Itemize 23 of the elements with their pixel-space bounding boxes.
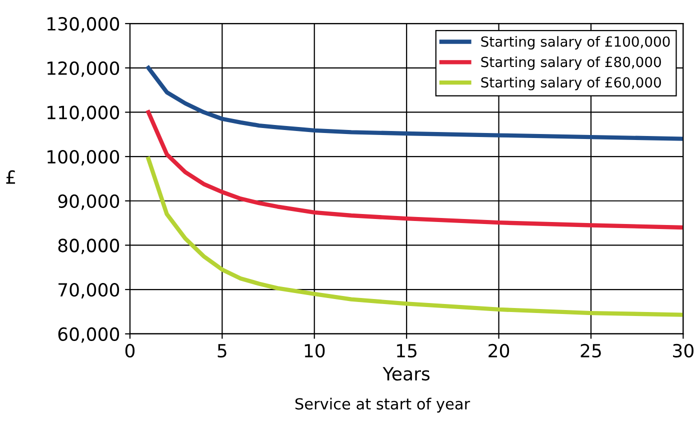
- text: Service at start of year: [295, 398, 470, 413]
- x-tick-label: 5: [218, 344, 226, 358]
- y-tick-label: 70,000: [58, 282, 120, 298]
- x-tick-label: 20: [488, 344, 510, 358]
- x-tick-label: 30: [673, 344, 694, 358]
- y-tick-label: 100,000: [48, 150, 120, 166]
- legend-label: Starting salary of £60,000: [481, 76, 661, 90]
- y-tick-label: 120,000: [48, 61, 120, 77]
- y-axis-title: £: [6, 170, 15, 184]
- y-tick-label: 80,000: [58, 238, 120, 254]
- x-tick-label: 25: [580, 344, 601, 358]
- x-tick-label: 15: [397, 344, 416, 358]
- x-tick-label: 10: [304, 344, 325, 358]
- x-axis-title: Years: [382, 367, 430, 381]
- line-series: [146, 156, 684, 317]
- y-tick-label: 130,000: [48, 17, 120, 33]
- y-tick-label: 60,000: [58, 327, 120, 343]
- legend-label: Starting salary of £100,000: [481, 36, 670, 50]
- y-tick-label: 110,000: [48, 106, 120, 122]
- x-tick-label: 0: [125, 344, 135, 358]
- y-tick-label: 90,000: [58, 194, 120, 210]
- line-series: [146, 110, 684, 230]
- legend-label: Starting salary of £80,000: [481, 56, 661, 70]
